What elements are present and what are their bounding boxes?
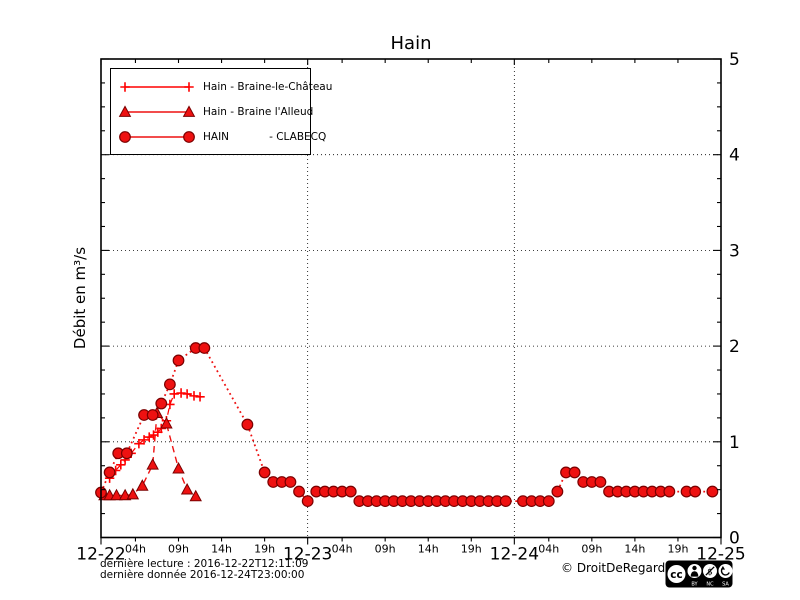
x-hour-label: 09h bbox=[168, 543, 189, 556]
circle-marker-icon bbox=[551, 485, 564, 498]
plus-marker-icon bbox=[116, 460, 126, 470]
x-hour-label: 09h bbox=[375, 543, 396, 556]
plus-marker-icon bbox=[120, 81, 130, 92]
circle-marker-icon bbox=[706, 485, 719, 498]
plus-marker-icon bbox=[195, 392, 205, 402]
x-date-label-12-24: 12-24 bbox=[490, 545, 539, 565]
triangle-marker-icon bbox=[146, 458, 159, 470]
circle-marker-icon bbox=[119, 130, 131, 143]
plus-marker-icon bbox=[169, 389, 179, 399]
chart-title: Hain bbox=[390, 33, 432, 54]
cc-nc-icon: $ NC bbox=[703, 564, 717, 588]
legend-sample-circle bbox=[119, 130, 195, 143]
last-data-text: dernière donnée 2016-12-24T23:00:00 bbox=[100, 569, 305, 581]
legend-item-1: Hain - Braine l'Alleud bbox=[111, 99, 314, 124]
circle-marker-icon bbox=[284, 476, 297, 488]
circle-marker-icon bbox=[241, 418, 254, 431]
x-hour-label: 19h bbox=[667, 543, 688, 556]
plus-marker-icon bbox=[184, 81, 194, 92]
circle-marker-icon bbox=[499, 495, 512, 508]
plus-marker-icon bbox=[139, 435, 149, 445]
circle-marker-icon bbox=[198, 342, 211, 354]
legend-sample-plus bbox=[120, 81, 194, 92]
y-tick-label-4: 4 bbox=[729, 146, 740, 166]
cc-license-badge: cc BY $ NC SA bbox=[665, 560, 733, 588]
legend-item-2: HAIN - CLABECQ bbox=[111, 124, 326, 149]
legend-label: Hain - Braine l'Alleud bbox=[203, 105, 314, 118]
cc-sa-label: SA bbox=[722, 582, 729, 588]
circle-marker-icon bbox=[103, 466, 116, 479]
x-hour-label: 04h bbox=[332, 543, 353, 556]
circle-marker-icon bbox=[663, 485, 676, 498]
x-hour-label: 09h bbox=[581, 543, 602, 556]
x-hour-label: 14h bbox=[211, 543, 232, 556]
circle-marker-icon bbox=[120, 447, 133, 460]
x-hour-label: 04h bbox=[125, 543, 146, 556]
circle-marker-icon bbox=[183, 130, 195, 143]
cc-logo-text: cc bbox=[670, 569, 682, 581]
y-tick-label-1: 1 bbox=[729, 433, 740, 453]
circle-marker-icon bbox=[594, 476, 607, 488]
x-hour-label: 04h bbox=[538, 543, 559, 556]
x-hour-label: 14h bbox=[418, 543, 439, 556]
last-reading-text: dernière lecture : 2016-12-22T12:11:09 bbox=[100, 558, 309, 570]
y-tick-label-5: 5 bbox=[729, 50, 740, 70]
circle-marker-icon bbox=[146, 409, 159, 421]
y-tick-label-3: 3 bbox=[729, 241, 740, 261]
triangle-marker-icon bbox=[182, 104, 196, 117]
circle-marker-icon bbox=[172, 354, 185, 367]
plus-marker-icon bbox=[182, 389, 192, 399]
cc-by-icon: BY bbox=[687, 564, 702, 588]
x-hour-label: 14h bbox=[624, 543, 645, 556]
circle-marker-icon bbox=[344, 485, 357, 498]
triangle-marker-icon bbox=[180, 482, 194, 495]
x-date-label-12-22: 12-22 bbox=[76, 545, 125, 565]
plus-marker-icon bbox=[176, 388, 186, 398]
cc-nc-label: NC bbox=[706, 582, 714, 588]
y-axis-label: Débit en m³/s bbox=[71, 246, 89, 350]
circle-marker-icon bbox=[301, 495, 314, 508]
plus-marker-icon bbox=[144, 432, 154, 442]
circle-marker-icon bbox=[258, 466, 271, 479]
triangle-marker-icon bbox=[136, 479, 149, 491]
circle-marker-icon bbox=[293, 485, 305, 498]
cc-nc-glyph: $ bbox=[707, 567, 713, 577]
circle-marker-icon bbox=[689, 485, 702, 498]
copyright-text: © DroitDeRegard.be bbox=[561, 561, 685, 575]
cc-sa-icon: SA bbox=[718, 564, 733, 588]
triangle-marker-icon bbox=[110, 488, 123, 501]
cc-logo-icon: cc bbox=[667, 565, 686, 583]
triangle-marker-icon bbox=[118, 104, 132, 117]
y-tick-label-0: 0 bbox=[729, 529, 740, 549]
y-tick-label-2: 2 bbox=[729, 337, 740, 357]
triangle-marker-icon bbox=[160, 416, 173, 429]
legend-label: Hain - Braine-le-Château bbox=[203, 80, 333, 93]
series-line-2 bbox=[100, 347, 713, 503]
x-hour-label: 19h bbox=[461, 543, 482, 556]
legend-sample-triangle bbox=[118, 104, 196, 117]
triangle-marker-icon bbox=[172, 461, 185, 474]
circle-marker-icon bbox=[163, 378, 176, 391]
x-hour-label: 19h bbox=[254, 543, 275, 556]
legend-item-0: Hain - Braine-le-Château bbox=[111, 74, 332, 99]
plus-marker-icon bbox=[189, 391, 199, 401]
x-date-label-12-23: 12-23 bbox=[283, 545, 332, 565]
triangle-marker-icon bbox=[189, 489, 202, 502]
cc-by-label: BY bbox=[691, 582, 698, 588]
legend-box: Hain - Braine-le-Château Hain - Braine l'… bbox=[110, 68, 332, 155]
legend-label: HAIN - CLABECQ bbox=[203, 130, 327, 143]
circle-marker-icon bbox=[155, 397, 168, 410]
circle-marker-icon bbox=[542, 495, 555, 508]
plus-marker-icon bbox=[134, 439, 144, 449]
triangle-marker-icon bbox=[126, 487, 140, 500]
x-date-label-12-25: 12-25 bbox=[696, 545, 745, 565]
circle-marker-icon bbox=[568, 466, 581, 479]
